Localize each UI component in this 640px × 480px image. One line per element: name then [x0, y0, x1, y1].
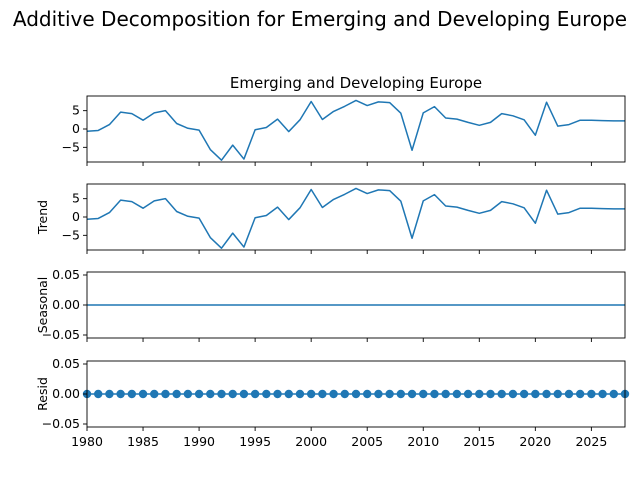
resid-point: [273, 389, 282, 399]
resid-xtick-label: 1990: [183, 434, 215, 449]
resid-xtick-label: 1995: [239, 434, 271, 449]
resid-point: [318, 389, 327, 399]
resid-point: [587, 389, 596, 399]
observed-title: Emerging and Developing Europe: [230, 74, 482, 92]
trend-ytick-label: 5: [72, 191, 80, 206]
resid-xtick-label: 1985: [127, 434, 159, 449]
resid-point: [609, 389, 618, 399]
resid-point: [329, 389, 338, 399]
resid-point: [306, 389, 316, 399]
resid-point: [419, 389, 428, 399]
observed-series-line: [86, 99, 625, 161]
resid-point: [250, 389, 260, 399]
resid-xtick-label: 1980: [71, 434, 103, 449]
resid-point: [363, 389, 372, 399]
resid-point: [553, 389, 562, 399]
resid-point: [531, 389, 540, 399]
resid-point: [598, 389, 607, 399]
panel-observed: −5 0 5 Emerging and Developing Europe: [62, 74, 626, 166]
resid-point: [508, 389, 518, 399]
resid-point: [564, 389, 574, 399]
resid-point: [519, 389, 529, 399]
resid-point: [396, 389, 406, 399]
resid-point: [94, 389, 103, 399]
resid-point: [441, 389, 450, 399]
resid-point: [351, 389, 361, 399]
resid-xtick-label: 2025: [575, 434, 607, 449]
resid-point: [138, 389, 148, 399]
resid-point: [127, 389, 137, 399]
panel-trend: −5 0 5 Trend: [35, 183, 626, 254]
resid-xtick-label: 2015: [463, 434, 495, 449]
resid-point: [452, 389, 462, 399]
panels-group: −5 0 5 Emerging and Developing Europe −5 0 5 Tr…: [35, 74, 630, 449]
resid-point: [475, 389, 484, 399]
seasonal-ylabel: Seasonal: [35, 277, 50, 334]
resid-point: [374, 389, 383, 399]
resid-xtick-label: 2005: [351, 434, 383, 449]
trend-ytick-label: −5: [62, 227, 80, 242]
resid-point: [105, 389, 114, 399]
trend-ytick-label: 0: [72, 209, 80, 224]
resid-point: [542, 389, 551, 399]
seasonal-ytick-label: 0.05: [52, 267, 80, 282]
panel-resid: −0.05 0.00 0.05 1980 1985 1990 1995 2000 2005 201…: [35, 356, 630, 449]
resid-xtick-label: 2020: [519, 434, 551, 449]
resid-point: [430, 389, 439, 399]
resid-point: [262, 389, 271, 399]
resid-point: [284, 389, 293, 399]
resid-xtick-label: 2000: [295, 434, 327, 449]
resid-point: [407, 389, 417, 399]
seasonal-ytick-label: 0.00: [52, 297, 80, 312]
resid-ytick-label: 0.05: [52, 356, 80, 371]
observed-ytick-label: 5: [72, 103, 80, 118]
resid-point: [463, 389, 473, 399]
resid-point: [116, 389, 125, 399]
resid-xtick-label: 2010: [407, 434, 439, 449]
resid-point: [486, 389, 495, 399]
resid-ytick-label: −0.05: [42, 416, 80, 431]
seasonal-ytick-label: −0.05: [42, 327, 80, 342]
resid-point: [172, 389, 181, 399]
trend-ylabel: Trend: [35, 200, 50, 235]
resid-ytick-label: 0.00: [52, 386, 80, 401]
observed-ytick-label: −5: [62, 139, 80, 154]
resid-point: [161, 389, 170, 399]
resid-point: [194, 389, 204, 399]
trend-series-line: [86, 187, 625, 249]
observed-ytick-label: 0: [72, 121, 80, 136]
resid-point: [183, 389, 193, 399]
resid-point: [385, 389, 394, 399]
resid-point: [217, 389, 226, 399]
resid-point: [206, 389, 215, 399]
resid-point: [497, 389, 506, 399]
figure-suptitle: Additive Decomposition for Emerging and …: [13, 7, 627, 31]
resid-point: [150, 389, 159, 399]
resid-ylabel: Resid: [35, 377, 50, 411]
resid-point: [340, 389, 349, 399]
resid-point: [575, 389, 585, 399]
resid-point: [295, 389, 305, 399]
resid-point: [228, 389, 237, 399]
resid-point: [239, 389, 249, 399]
